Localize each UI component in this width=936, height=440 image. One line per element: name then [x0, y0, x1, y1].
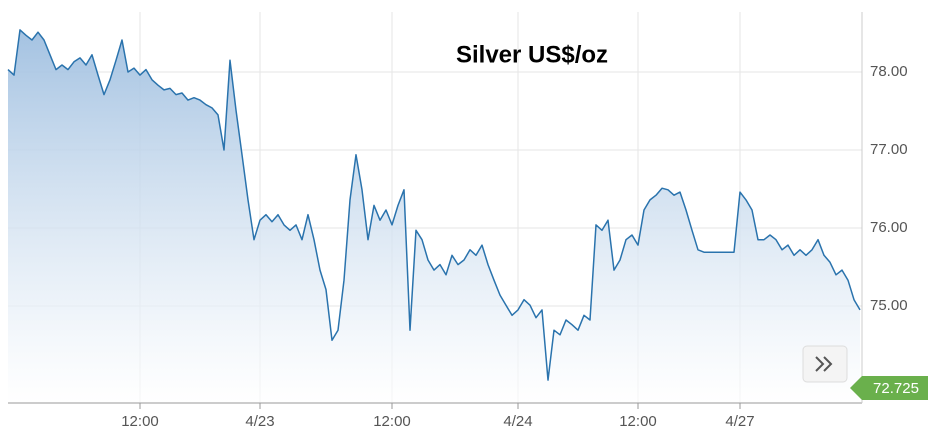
last-price-badge: 72.725: [850, 376, 928, 400]
price-line: [7, 29, 861, 381]
plot: [7, 29, 861, 404]
x-tick-label: 12:00: [121, 413, 159, 430]
x-tick-label: 12:00: [373, 413, 411, 430]
y-tick-label: 77.00: [870, 141, 908, 158]
scroll-icon: [815, 356, 833, 372]
chart-title: Silver US$/oz: [456, 41, 608, 68]
y-tick-label: 76.00: [870, 219, 908, 236]
y-tick-label: 75.00: [870, 297, 908, 314]
x-tick-label: 12:00: [619, 413, 657, 430]
scroll-button-box[interactable]: [802, 345, 848, 383]
y-tick-label: 78.00: [870, 63, 908, 80]
last-price-label: 72.725: [873, 380, 919, 397]
area-fill: [8, 29, 860, 404]
last-price-badge-shape: [850, 376, 928, 400]
scroll-button[interactable]: [802, 345, 848, 383]
x-tick-label: 4/23: [245, 413, 274, 430]
x-tick-label: 4/27: [725, 413, 754, 430]
x-tick-label: 4/24: [503, 413, 532, 430]
